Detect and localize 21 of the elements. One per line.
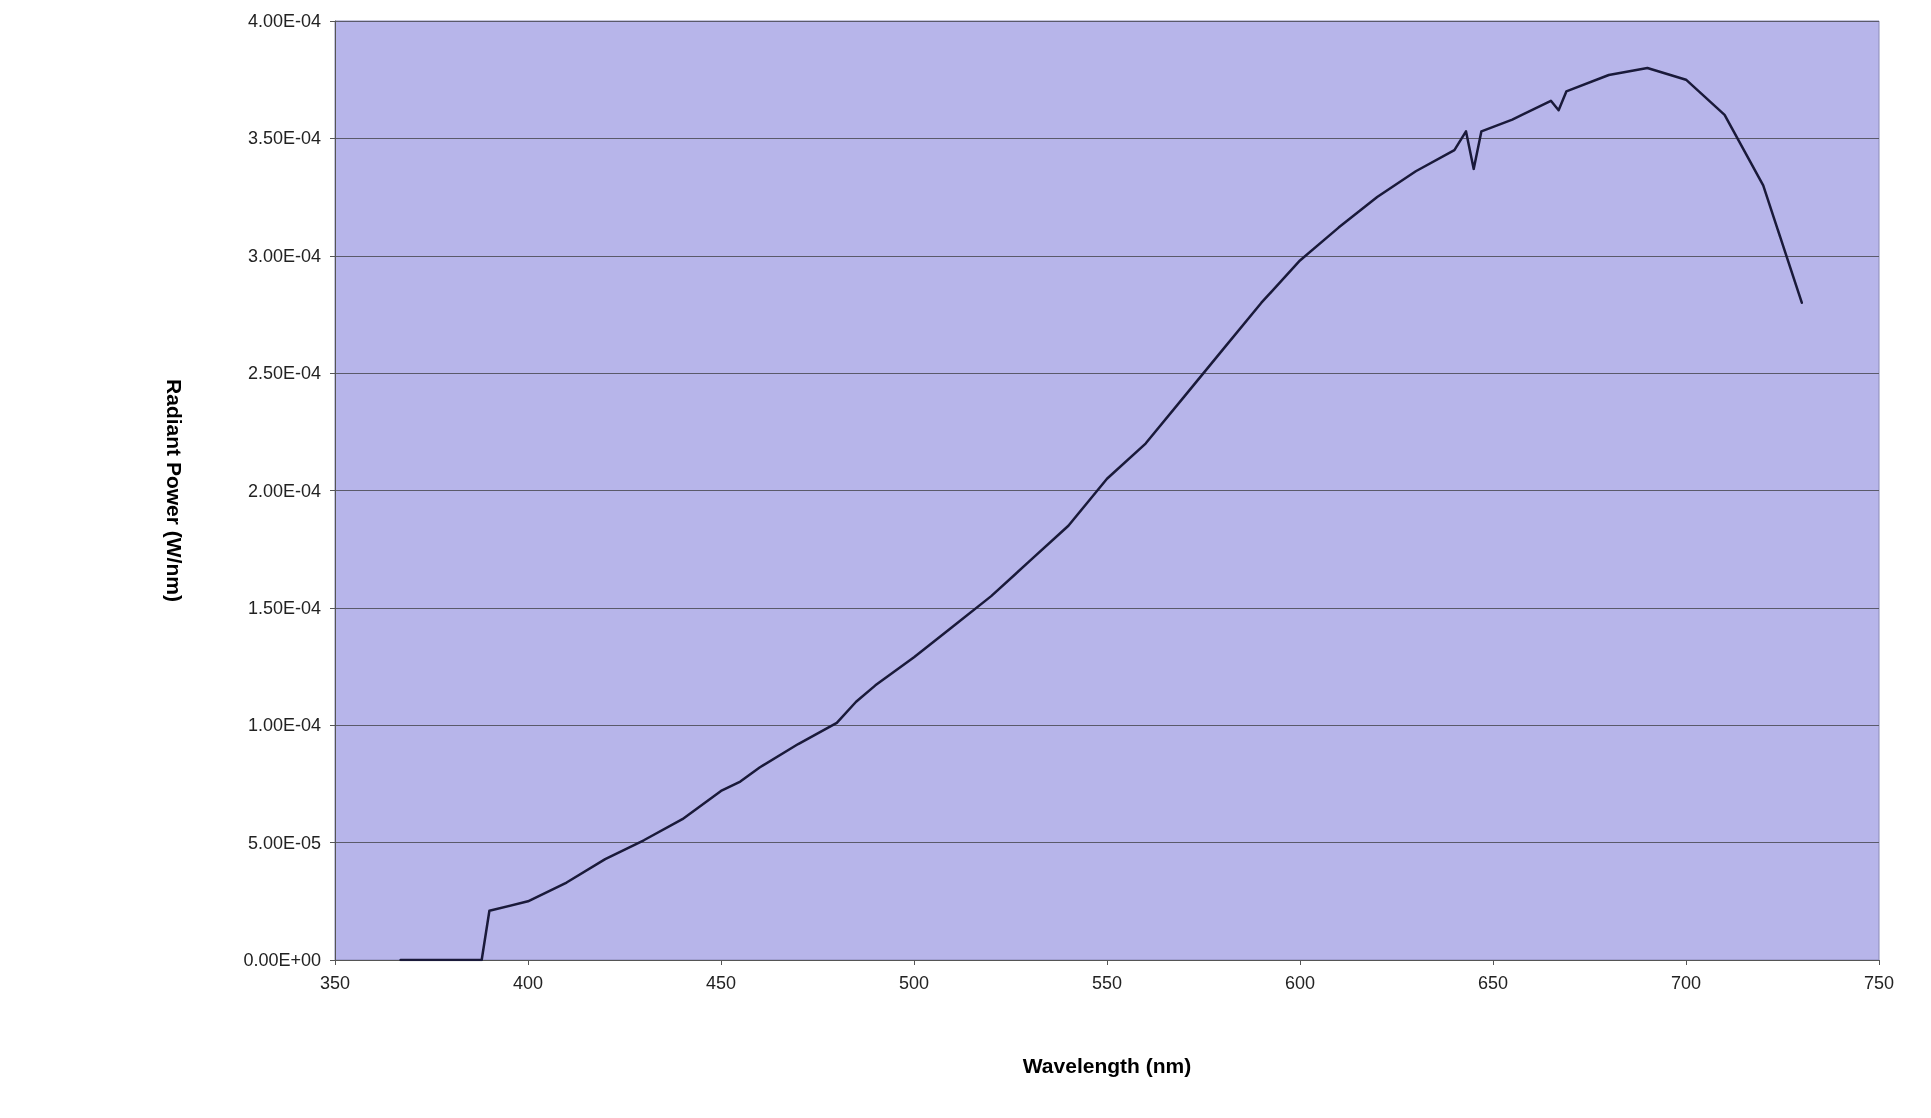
y-tick-label: 3.00E-04 bbox=[247, 245, 321, 266]
x-tick-label: 650 bbox=[1477, 973, 1509, 993]
y-axis-title: Radiant Power (W/nm) bbox=[163, 379, 186, 602]
x-tick-label: 450 bbox=[705, 973, 737, 993]
y-tick-label: 0.00E+00 bbox=[243, 950, 321, 970]
x-tick-label: 750 bbox=[1863, 973, 1895, 993]
x-axis-title: Wavelength (nm) bbox=[1022, 1054, 1192, 1077]
x-tick-label: 500 bbox=[898, 973, 930, 993]
y-tick-label: 5.00E-05 bbox=[247, 832, 321, 853]
y-tick-label: 3.50E-04 bbox=[247, 128, 321, 149]
x-tick-label: 700 bbox=[1670, 973, 1702, 993]
x-tick-label: 400 bbox=[512, 973, 544, 993]
x-tick-label: 350 bbox=[319, 973, 351, 993]
line-series bbox=[399, 66, 1804, 962]
y-tick-label: 1.00E-04 bbox=[247, 715, 321, 736]
y-tick-label: 2.00E-04 bbox=[247, 480, 321, 501]
y-tick-label: 2.50E-04 bbox=[247, 363, 321, 384]
y-tick-label: 1.50E-04 bbox=[247, 597, 321, 618]
x-tick-label: 550 bbox=[1091, 973, 1123, 993]
x-tick-label: 600 bbox=[1284, 973, 1316, 993]
y-tick-label: 4.00E-04 bbox=[247, 11, 321, 31]
